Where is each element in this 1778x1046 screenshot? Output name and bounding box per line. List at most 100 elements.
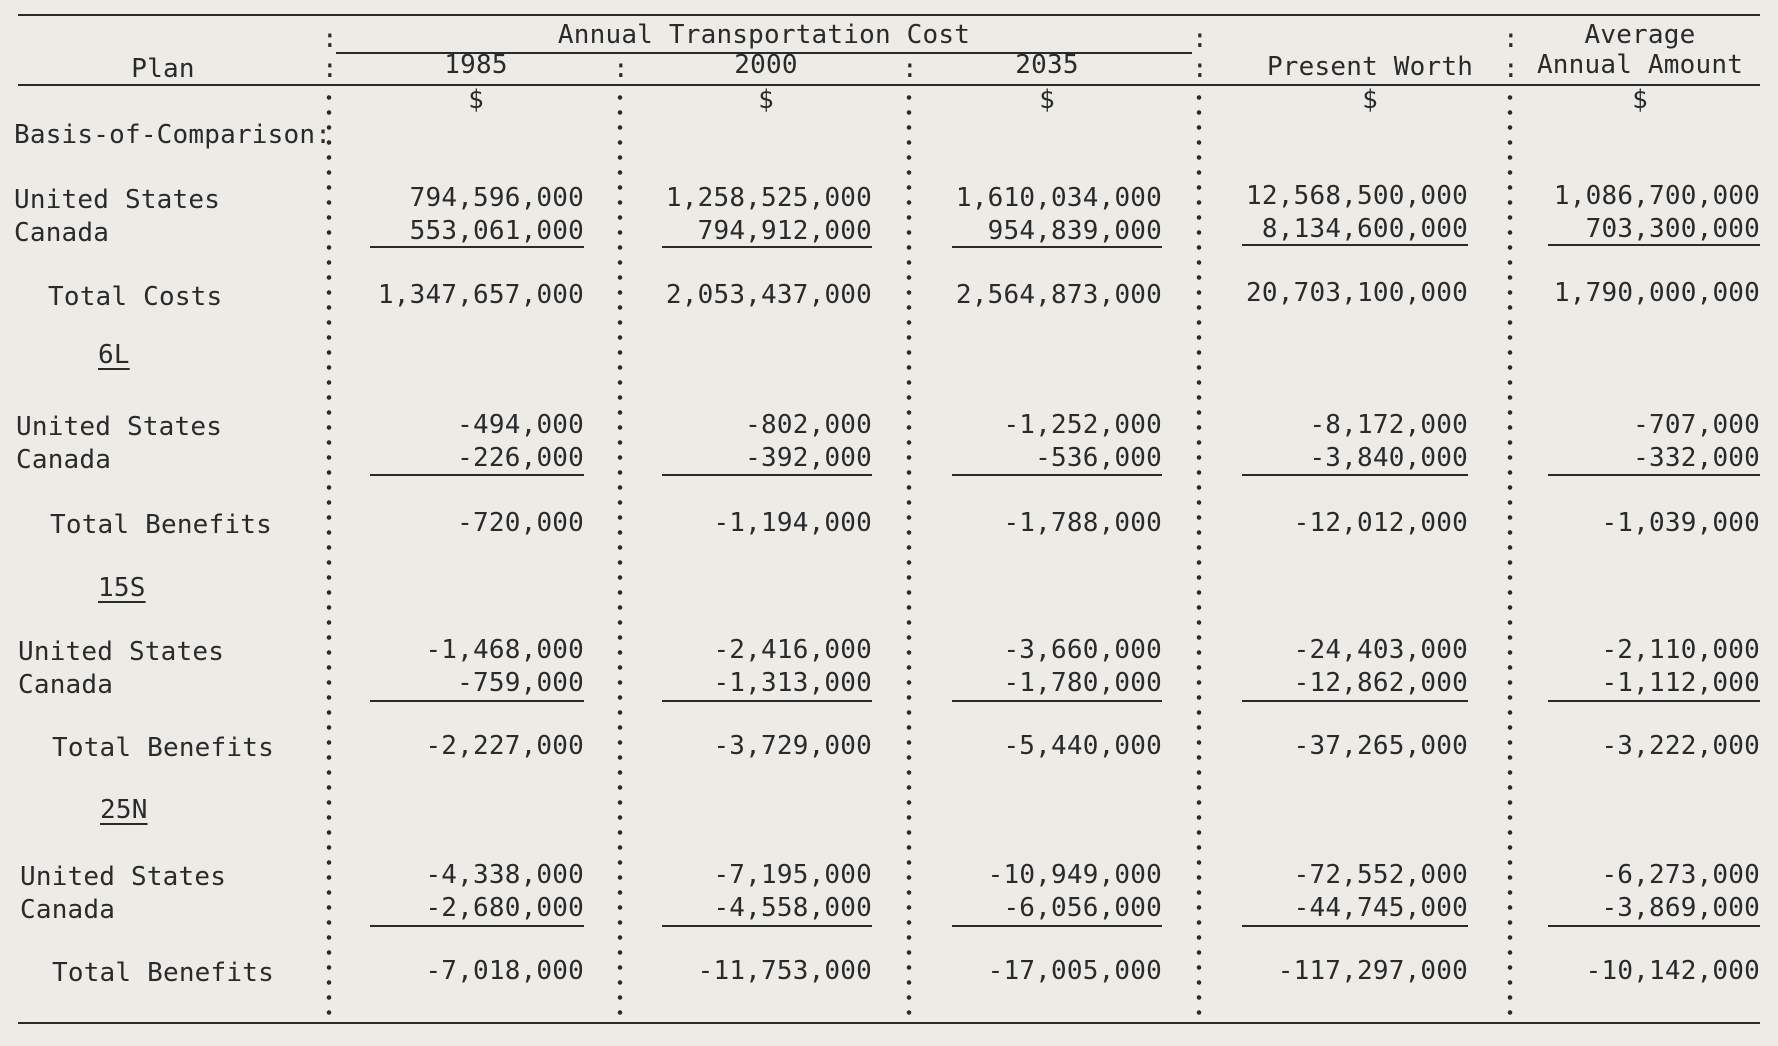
- cell-2000: -1,313,000: [713, 668, 872, 698]
- subtotal-rule: [1242, 925, 1468, 927]
- header-colon: :: [613, 54, 629, 84]
- header-bottom-rule: [18, 84, 1760, 86]
- cell-2035: -5,440,000: [1003, 731, 1162, 761]
- cell-1985: -226,000: [457, 443, 584, 473]
- cell-average: -3,869,000: [1601, 893, 1760, 923]
- subtotal-rule: [1548, 700, 1760, 702]
- subtotal-rule: [662, 474, 872, 476]
- subtotal-rule: [952, 700, 1162, 702]
- header-colon: :: [322, 24, 338, 54]
- header-colon: :: [322, 54, 338, 84]
- cell-present-worth: 20,703,100,000: [1246, 278, 1468, 308]
- cell-1985: -4,338,000: [425, 860, 584, 890]
- cell-1985: 553,061,000: [409, 216, 584, 246]
- cell-1985: -1,468,000: [425, 635, 584, 665]
- cell-present-worth: -44,745,000: [1293, 893, 1468, 923]
- cell-1985: -2,680,000: [425, 893, 584, 923]
- unit-2035: $: [1039, 85, 1055, 115]
- cell-2000: -802,000: [745, 410, 872, 440]
- cell-average: -3,222,000: [1601, 731, 1760, 761]
- cell-2000: -4,558,000: [713, 893, 872, 923]
- cell-present-worth: 12,568,500,000: [1246, 181, 1468, 211]
- header-present-worth: Present Worth: [1266, 52, 1474, 82]
- cell-2000: -2,416,000: [713, 635, 872, 665]
- cell-average: 703,300,000: [1585, 214, 1760, 244]
- cell-present-worth: 8,134,600,000: [1261, 214, 1468, 244]
- cell-present-worth: -72,552,000: [1293, 860, 1468, 890]
- row-label-total: Total Benefits: [52, 733, 274, 763]
- cell-2035: 954,839,000: [987, 216, 1162, 246]
- unit-average: $: [1632, 85, 1648, 115]
- subtotal-rule: [1548, 474, 1760, 476]
- section-label-15s: 15S: [98, 573, 146, 603]
- unit-present-worth: $: [1362, 85, 1378, 115]
- header-2000: 2000: [734, 50, 798, 80]
- header-colon: :: [1503, 24, 1519, 54]
- subtotal-rule: [952, 246, 1162, 248]
- cell-2035: -10,949,000: [987, 860, 1162, 890]
- header-colon: :: [902, 54, 918, 84]
- cell-present-worth: -3,840,000: [1309, 443, 1468, 473]
- cell-1985: 1,347,657,000: [377, 280, 584, 310]
- cell-2000: -3,729,000: [713, 731, 872, 761]
- subtotal-rule: [952, 925, 1162, 927]
- subtotal-rule: [370, 246, 584, 248]
- subtotal-rule: [370, 700, 584, 702]
- column-separator: [1196, 90, 1202, 1020]
- cell-average: -1,039,000: [1601, 508, 1760, 538]
- cell-2035: -1,252,000: [1003, 410, 1162, 440]
- header-annual-cost-rule: [336, 52, 1192, 54]
- header-colon: :: [1192, 24, 1208, 54]
- cell-present-worth: -37,265,000: [1293, 731, 1468, 761]
- cell-average: 1,790,000,000: [1553, 278, 1760, 308]
- row-label-canada: Canada: [20, 895, 116, 925]
- row-label-total: Total Benefits: [52, 958, 274, 988]
- cell-present-worth: -8,172,000: [1309, 410, 1468, 440]
- subtotal-rule: [1548, 925, 1760, 927]
- subtotal-rule: [370, 925, 584, 927]
- header-colon: :: [1503, 54, 1519, 84]
- cell-present-worth: -117,297,000: [1277, 956, 1468, 986]
- row-label-us: United States: [16, 412, 223, 442]
- cell-2035: -17,005,000: [987, 956, 1162, 986]
- row-label-canada: Canada: [18, 670, 114, 700]
- cell-average: -2,110,000: [1601, 635, 1760, 665]
- subtotal-rule: [952, 474, 1162, 476]
- cell-2035: -536,000: [1035, 443, 1162, 473]
- cell-2000: -392,000: [745, 443, 872, 473]
- cell-average: -10,142,000: [1585, 956, 1760, 986]
- header-plan: Plan: [131, 54, 195, 84]
- cell-2000: 794,912,000: [697, 216, 872, 246]
- row-label-us: United States: [14, 185, 221, 215]
- column-separator: [906, 90, 912, 1020]
- unit-2000: $: [758, 85, 774, 115]
- header-1985: 1985: [444, 50, 508, 80]
- row-label-canada: Canada: [16, 445, 112, 475]
- cell-2000: -7,195,000: [713, 860, 872, 890]
- cell-1985: 794,596,000: [409, 183, 584, 213]
- cell-2035: -1,788,000: [1003, 508, 1162, 538]
- section-label-25n: 25N: [100, 795, 148, 825]
- cell-1985: -759,000: [457, 668, 584, 698]
- row-label-total: Total Costs: [48, 282, 223, 312]
- cell-2035: 2,564,873,000: [955, 280, 1162, 310]
- row-label-us: United States: [18, 637, 225, 667]
- cell-average: -707,000: [1633, 410, 1760, 440]
- header-annual-cost: Annual Transportation Cost: [557, 20, 971, 50]
- cell-1985: -720,000: [457, 508, 584, 538]
- cell-present-worth: -24,403,000: [1293, 635, 1468, 665]
- row-label-canada: Canada: [14, 218, 110, 248]
- cell-present-worth: -12,862,000: [1293, 668, 1468, 698]
- column-separator: [1507, 90, 1513, 1020]
- header-average: Average: [1584, 20, 1696, 50]
- subtotal-rule: [1242, 700, 1468, 702]
- cell-average: -1,112,000: [1601, 668, 1760, 698]
- cell-average: -332,000: [1633, 443, 1760, 473]
- subtotal-rule: [1242, 244, 1468, 246]
- cell-1985: -494,000: [457, 410, 584, 440]
- subtotal-rule: [370, 474, 584, 476]
- cell-2000: 2,053,437,000: [665, 280, 872, 310]
- table-top-rule: [18, 14, 1760, 16]
- subtotal-rule: [1548, 244, 1760, 246]
- cell-2035: -6,056,000: [1003, 893, 1162, 923]
